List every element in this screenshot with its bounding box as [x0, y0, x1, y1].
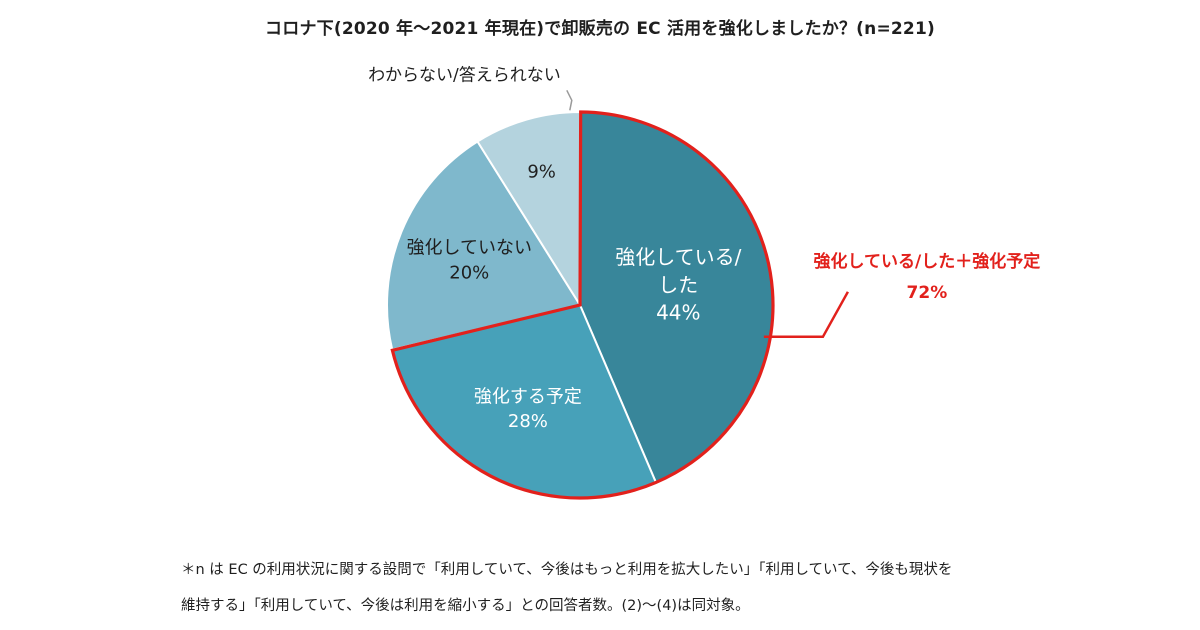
slice-0-value: 44% [656, 300, 700, 324]
pie-slice-2 [386, 140, 582, 351]
slice-label-1: 強化する予定 28% [474, 386, 582, 432]
slice-2-name-line-0: 強化していない [407, 238, 532, 259]
slice-3-value: 9% [527, 162, 556, 183]
slice-3-leader-line [566, 89, 573, 111]
highlight-value: 72% [907, 283, 948, 303]
slice-1-name-line-0: 強化する予定 [474, 386, 582, 407]
slice-label-2: 強化していない 20% [407, 238, 532, 284]
slice-1-value: 28% [508, 411, 548, 432]
slice-label-0: 強化している/した 44% [615, 245, 741, 324]
footnote-line-2: 維持する」「利用していて、今後は利用を縮小する」との回答者数。(2)〜(4)は同… [181, 598, 750, 614]
slice-2-value: 20% [449, 262, 489, 283]
slice-0-name-line-0: 強化している/ [615, 245, 741, 269]
slice-label-3: 9% [527, 162, 556, 183]
highlight-leader-line [763, 291, 849, 339]
footnote-line-1: ＊n は EC の利用状況に関する設問で「利用していて、今後はもっと利用を拡大し… [181, 562, 953, 578]
slice-0-name-line-1: した [658, 273, 698, 297]
slice-3-name: わからない/答えられない [368, 65, 561, 85]
highlight-label: 強化している/した＋強化予定 [814, 251, 1041, 272]
highlight-outline [390, 110, 775, 500]
chart-title: コロナ下(2020 年〜2021 年現在)で卸販売の EC 活用を強化しましたか… [265, 19, 935, 39]
pie-slice-3 [476, 110, 581, 309]
